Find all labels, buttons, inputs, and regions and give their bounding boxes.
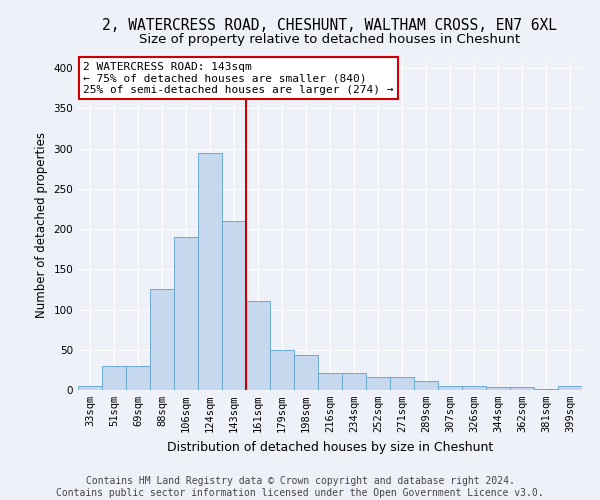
- Bar: [246, 302, 270, 390]
- Bar: [534, 389, 558, 390]
- Bar: [270, 350, 294, 390]
- Bar: [366, 377, 390, 390]
- Text: 2, WATERCRESS ROAD, CHESHUNT, WALTHAM CROSS, EN7 6XL: 2, WATERCRESS ROAD, CHESHUNT, WALTHAM CR…: [103, 18, 557, 32]
- Bar: [78, 386, 102, 390]
- Bar: [486, 387, 510, 390]
- Bar: [390, 377, 414, 390]
- Y-axis label: Number of detached properties: Number of detached properties: [35, 132, 48, 318]
- Bar: [174, 237, 198, 390]
- Text: 2 WATERCRESS ROAD: 143sqm
← 75% of detached houses are smaller (840)
25% of semi: 2 WATERCRESS ROAD: 143sqm ← 75% of detac…: [83, 62, 394, 95]
- Bar: [438, 386, 462, 390]
- Bar: [222, 221, 246, 390]
- Bar: [558, 386, 582, 390]
- Bar: [414, 381, 438, 390]
- X-axis label: Distribution of detached houses by size in Cheshunt: Distribution of detached houses by size …: [167, 440, 493, 454]
- Bar: [462, 386, 486, 390]
- Bar: [150, 290, 174, 390]
- Text: Size of property relative to detached houses in Cheshunt: Size of property relative to detached ho…: [139, 32, 521, 46]
- Bar: [102, 366, 126, 390]
- Bar: [342, 373, 366, 390]
- Bar: [198, 152, 222, 390]
- Bar: [294, 356, 318, 390]
- Text: Contains HM Land Registry data © Crown copyright and database right 2024.
Contai: Contains HM Land Registry data © Crown c…: [56, 476, 544, 498]
- Bar: [318, 373, 342, 390]
- Bar: [126, 366, 150, 390]
- Bar: [510, 387, 534, 390]
